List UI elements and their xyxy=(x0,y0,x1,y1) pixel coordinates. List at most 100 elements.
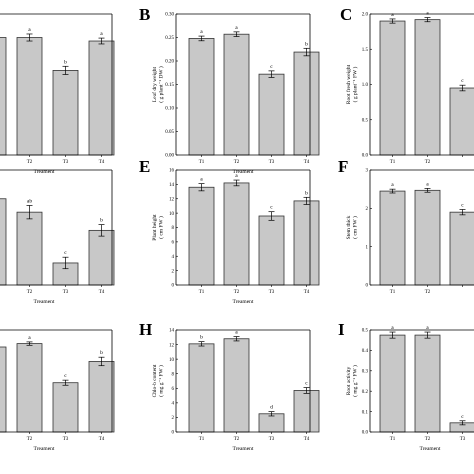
x-tick-label: T3 xyxy=(460,437,466,442)
x-tick-label: T2 xyxy=(234,160,240,165)
x-tick-label: T3 xyxy=(63,290,69,295)
panel-letter-h: H xyxy=(139,320,152,339)
y-tick-label: 0.0 xyxy=(362,154,369,159)
x-axis-title: Treament xyxy=(420,446,441,452)
y-tick-label: 0.2 xyxy=(362,390,369,395)
y-tick-label: 14 xyxy=(169,329,175,334)
significance-label: c xyxy=(461,414,464,420)
significance-label: ab xyxy=(27,198,32,204)
bar-t4 xyxy=(88,40,115,156)
significance-label: a xyxy=(100,31,103,37)
y-tick-label: 0.30 xyxy=(165,13,174,18)
y-tick-label: 6 xyxy=(172,387,175,392)
y-tick-label: 0.10 xyxy=(165,107,174,112)
panel-letter-i: I xyxy=(338,320,345,339)
x-tick-label: T3 xyxy=(269,437,275,442)
x-tick-label: T4 xyxy=(304,437,310,442)
bar-t3 xyxy=(258,215,285,286)
x-tick-label: T2 xyxy=(27,290,33,295)
y-axis-title: ( cm FW ) xyxy=(158,216,165,239)
y-tick-label: 0 xyxy=(172,431,175,436)
x-tick-label: T2 xyxy=(234,290,240,295)
significance-label: c xyxy=(270,64,273,70)
bar-t3 xyxy=(52,382,79,433)
y-tick-label: 1 xyxy=(366,245,369,250)
bar-t4 xyxy=(293,390,320,433)
bar-t3 xyxy=(258,73,285,156)
y-axis-title: ( mg g⁻¹ FW ) xyxy=(352,365,359,397)
bar-t1 xyxy=(0,37,7,156)
y-tick-label: 0.25 xyxy=(165,36,174,41)
significance-label: a xyxy=(391,12,394,18)
panel-letter-f: F xyxy=(338,157,348,176)
x-tick-label: T4 xyxy=(304,290,310,295)
bar-t3 xyxy=(449,87,474,156)
x-tick-label: T2 xyxy=(425,160,431,165)
y-tick-label: 2 xyxy=(172,269,175,274)
significance-label: c xyxy=(461,78,464,84)
x-tick-label: T1 xyxy=(199,290,205,295)
y-tick-label: 8 xyxy=(172,372,175,377)
bar-t1 xyxy=(379,190,406,286)
significance-label: a xyxy=(235,330,238,336)
x-tick-label: T3 xyxy=(63,160,69,165)
y-tick-label: 16 xyxy=(169,169,175,174)
x-tick-label: T3 xyxy=(63,437,69,442)
panel-d: ab c b T2 T3 T4 Treament xyxy=(0,169,115,305)
y-tick-label: 0.3 xyxy=(362,370,369,375)
x-tick-label: T4 xyxy=(99,290,105,295)
bar-t1 xyxy=(379,20,406,156)
panel-b: a a c b 0.00 0.05 0.10 0.15 0.20 0.25 0.30 T1 T2 T3 T4… xyxy=(139,5,320,175)
panel-i: a a c 0.0 0.1 0.2 0.3 0.4 0.5 T1 T2 T3 Treament Root … xyxy=(338,320,474,452)
x-tick-label: T3 xyxy=(269,160,275,165)
y-tick-label: 0.5 xyxy=(362,329,369,334)
x-tick-label: T4 xyxy=(99,437,105,442)
panel-h: b a d c 0 2 4 6 8 10 12 14 T1 T2 T3 T4 Treament Chlo-b co… xyxy=(139,320,320,452)
significance-label: c xyxy=(270,205,273,211)
y-tick-label: 0.00 xyxy=(165,154,174,159)
x-tick-label: T2 xyxy=(234,437,240,442)
bar-t4 xyxy=(88,229,115,286)
y-tick-label: 10 xyxy=(169,358,175,363)
bar-t3 xyxy=(258,413,285,433)
significance-label: a xyxy=(391,325,394,331)
bar-t3 xyxy=(449,422,474,433)
significance-label: b xyxy=(100,350,103,356)
significance-label: a xyxy=(235,25,238,31)
x-axis-title: Treament xyxy=(233,446,254,452)
bar-t1 xyxy=(188,186,215,286)
panel-letter-b: B xyxy=(139,5,150,24)
y-tick-label: 0.5 xyxy=(362,118,369,123)
bar-t2 xyxy=(223,182,250,286)
x-tick-label: T1 xyxy=(199,160,205,165)
y-tick-label: 8 xyxy=(172,226,175,231)
significance-label: a xyxy=(426,181,429,187)
y-axis-title: Stem thick xyxy=(346,215,352,239)
y-axis-title: Chlo-b content xyxy=(152,364,158,397)
bar-t2 xyxy=(414,334,441,433)
x-tick-label: T2 xyxy=(425,437,431,442)
x-tick-label: T2 xyxy=(27,437,33,442)
y-axis-title: Plant height xyxy=(152,214,158,241)
bar-t4 xyxy=(293,200,320,286)
significance-label: b xyxy=(100,218,103,224)
panel-letter-e: E xyxy=(139,157,150,176)
y-tick-label: 4 xyxy=(172,255,175,260)
y-tick-label: 0 xyxy=(172,284,175,289)
bar-t1 xyxy=(0,346,7,433)
significance-label: c xyxy=(64,373,67,379)
y-axis-title: ( g plant⁻¹ DW ) xyxy=(158,66,165,103)
x-tick-label: T2 xyxy=(27,160,33,165)
y-tick-label: 0.20 xyxy=(165,60,174,65)
bar-t1 xyxy=(0,198,7,286)
bar-t4 xyxy=(293,51,320,156)
bar-t1 xyxy=(188,343,215,433)
panel-a: a b a T2 T3 T4 Treament xyxy=(0,13,115,175)
y-tick-label: 0.0 xyxy=(362,431,369,436)
x-axis-title: Treament xyxy=(233,169,254,175)
significance-label: c xyxy=(461,202,464,208)
bar-t4 xyxy=(88,361,115,433)
bar-t1 xyxy=(379,334,406,433)
x-axis-title: Treament xyxy=(34,299,55,305)
